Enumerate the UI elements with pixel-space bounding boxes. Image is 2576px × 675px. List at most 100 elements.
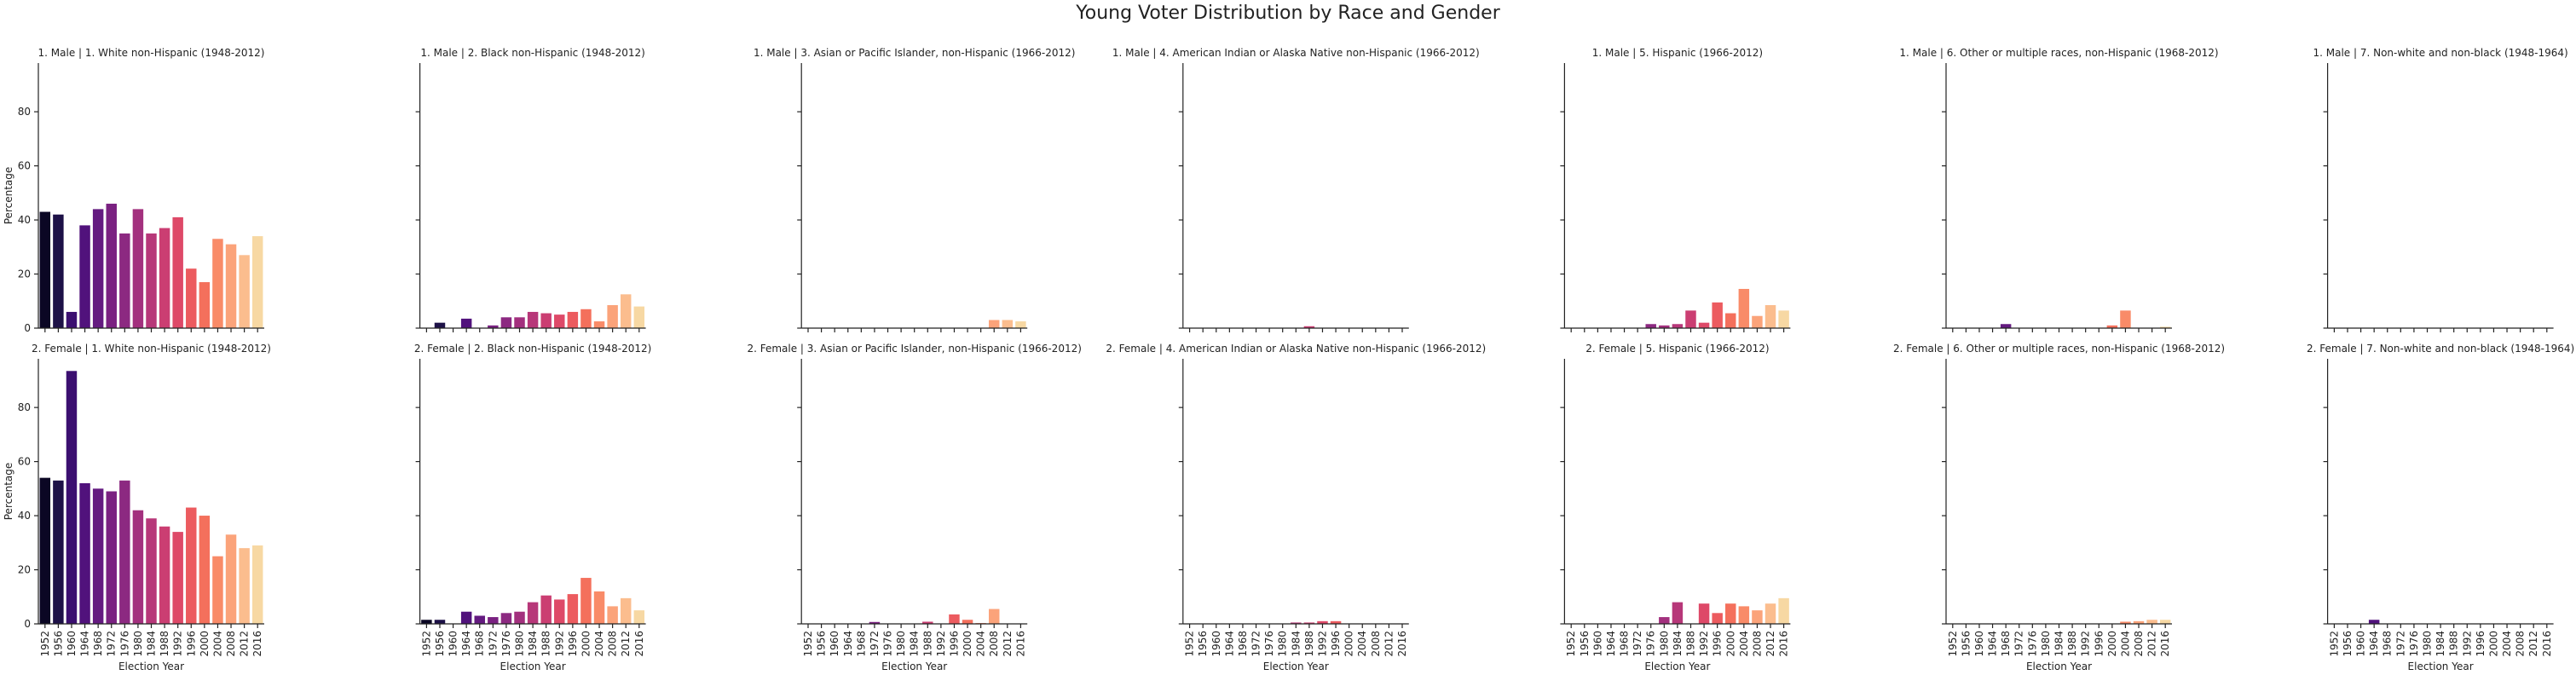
x-axis-label: Election Year	[1644, 661, 1710, 672]
bar	[79, 482, 90, 624]
x-tick-label: 1968	[474, 631, 486, 657]
x-tick-label: 2012	[620, 631, 632, 657]
bar	[79, 225, 90, 328]
x-tick-label: 2000	[2106, 631, 2118, 657]
bar	[186, 507, 197, 624]
x-tick-label: 1956	[2342, 631, 2354, 657]
x-tick-label: 1964	[1223, 631, 1235, 657]
x-tick-label: 2016	[251, 631, 263, 657]
bar	[225, 534, 237, 624]
x-tick-label: 2004	[2501, 631, 2513, 657]
bar	[1645, 324, 1656, 328]
bar	[620, 597, 632, 624]
bar	[2368, 620, 2380, 624]
bar	[199, 282, 211, 328]
x-tick-label: 2008	[2515, 631, 2527, 657]
bar	[633, 306, 645, 328]
bar	[212, 239, 223, 328]
x-tick-label: 1988	[2066, 631, 2078, 657]
x-tick-label: 1980	[514, 631, 526, 657]
x-tick-label: 1996	[1330, 631, 1342, 657]
panel-title: 2. Female | 7. Non-white and non-black (…	[2307, 343, 2574, 355]
bar	[1712, 613, 1723, 624]
x-tick-label: 1960	[448, 631, 459, 657]
bar	[593, 591, 605, 624]
x-tick-label: 1956	[816, 631, 828, 657]
bar	[2146, 620, 2157, 624]
x-tick-label: 1976	[1263, 631, 1275, 657]
bar	[869, 621, 881, 624]
x-tick-label: 2012	[2527, 631, 2539, 657]
x-tick-label: 2016	[2541, 631, 2553, 657]
y-tick-label: 60	[18, 456, 31, 468]
x-tick-label: 1972	[869, 631, 881, 657]
x-tick-label: 1996	[948, 631, 960, 657]
bar	[421, 620, 432, 624]
x-tick-label: 1956	[1197, 631, 1209, 657]
bar	[434, 322, 446, 328]
x-tick-label: 1952	[1184, 631, 1196, 657]
x-tick-label: 1980	[132, 631, 144, 657]
bar	[92, 488, 104, 624]
x-tick-label: 2004	[975, 631, 987, 657]
x-tick-label: 1988	[2448, 631, 2460, 657]
x-tick-label: 1984	[146, 631, 158, 657]
bar	[2120, 621, 2131, 624]
x-tick-label: 1996	[1712, 631, 1724, 657]
x-tick-label: 1984	[1290, 631, 1302, 657]
bar	[488, 325, 499, 328]
x-tick-label: 1964	[2368, 631, 2380, 657]
x-tick-label: 1976	[500, 631, 512, 657]
bar	[119, 233, 130, 328]
y-tick-label: 40	[18, 510, 31, 522]
bar	[239, 255, 250, 328]
bar	[922, 621, 933, 624]
bar	[434, 620, 446, 624]
bar	[500, 317, 512, 328]
x-tick-label: 1988	[540, 631, 552, 657]
panel-title: 1. Male | 7. Non-white and non-black (19…	[2313, 47, 2567, 59]
panel-title: 2. Female | 3. Asian or Pacific Islander…	[747, 343, 1081, 355]
x-tick-label: 1972	[106, 631, 118, 657]
x-tick-label: 1984	[1672, 631, 1684, 657]
bar	[1725, 313, 1736, 328]
panel-title: 2. Female | 2. Black non-Hispanic (1948-…	[414, 343, 651, 355]
bar	[106, 491, 117, 624]
panel-title: 1. Male | 1. White non-Hispanic (1948-20…	[38, 47, 265, 59]
x-tick-label: 2004	[1356, 631, 1368, 657]
y-tick-label: 20	[18, 564, 31, 576]
x-tick-label: 1996	[185, 631, 197, 657]
bar	[39, 477, 51, 624]
panel-title: 1. Male | 5. Hispanic (1966-2012)	[1592, 47, 1763, 59]
x-tick-label: 2016	[1396, 631, 1408, 657]
y-tick-label: 60	[18, 160, 31, 172]
bar	[186, 268, 197, 328]
x-tick-label: 1988	[921, 631, 933, 657]
bar	[1765, 603, 1776, 624]
bar	[1738, 288, 1750, 328]
x-tick-label: 1968	[2382, 631, 2394, 657]
bar	[1002, 320, 1014, 328]
x-tick-label: 1968	[855, 631, 867, 657]
bar	[172, 532, 183, 624]
x-tick-label: 1996	[2475, 631, 2486, 657]
bar	[1291, 622, 1302, 624]
y-tick-label: 40	[18, 214, 31, 226]
x-tick-label: 1960	[1591, 631, 1603, 657]
x-tick-label: 1960	[829, 631, 840, 657]
bar	[514, 317, 525, 328]
x-tick-label: 1956	[434, 631, 446, 657]
bar	[1765, 305, 1776, 328]
x-tick-label: 2004	[1738, 631, 1750, 657]
bar	[567, 594, 579, 624]
x-axis-label: Election Year	[2408, 661, 2474, 672]
bar	[1317, 620, 1328, 624]
panel-title: 1. Male | 4. American Indian or Alaska N…	[1112, 47, 1480, 59]
x-tick-label: 2000	[580, 631, 592, 657]
bar	[1698, 603, 1710, 624]
x-tick-label: 2008	[988, 631, 1000, 657]
bar	[527, 311, 539, 328]
bar	[92, 209, 104, 328]
panel-title: 1. Male | 6. Other or multiple races, no…	[1899, 47, 2218, 59]
